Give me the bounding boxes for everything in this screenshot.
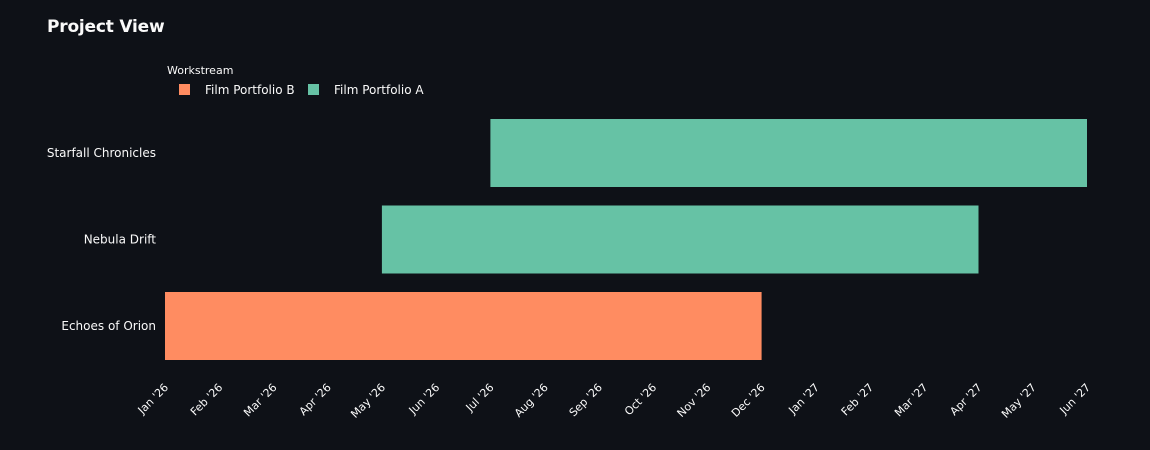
y-axis-label: Nebula Drift bbox=[84, 233, 157, 247]
x-tick-label: Nov '26 bbox=[675, 381, 714, 420]
legend-label[interactable]: Film Portfolio A bbox=[334, 83, 424, 97]
x-tick-label: Jan '26 bbox=[135, 381, 171, 417]
x-tick-label: Aug '26 bbox=[512, 381, 551, 420]
x-tick-label: Oct '26 bbox=[622, 381, 659, 418]
x-tick-label: Feb '27 bbox=[839, 381, 876, 418]
x-tick-label: Feb '26 bbox=[188, 381, 225, 418]
x-tick-label: Jun '27 bbox=[1057, 381, 1094, 418]
x-tick-label: Dec '26 bbox=[729, 381, 768, 420]
x-tick-label: May '26 bbox=[348, 381, 388, 421]
x-tick-label: May '27 bbox=[999, 381, 1039, 421]
x-tick-label: Jun '26 bbox=[406, 381, 443, 418]
legend-label[interactable]: Film Portfolio B bbox=[205, 83, 295, 97]
legend-swatch[interactable] bbox=[308, 84, 319, 95]
x-tick-label: Apr '26 bbox=[297, 381, 334, 418]
y-axis-label: Starfall Chronicles bbox=[47, 146, 156, 160]
x-tick-label: Mar '26 bbox=[241, 381, 279, 419]
x-axis-ticks: Jan '26 Feb '26 Mar '26 Apr '26 May '26 Jun '… bbox=[135, 381, 1093, 421]
x-tick-label: Sep '26 bbox=[567, 381, 605, 419]
legend: Workstream Film Portfolio B Film Portfoli… bbox=[167, 64, 424, 97]
x-tick-label: Jul '26 bbox=[463, 381, 497, 415]
x-tick-label: Jan '27 bbox=[786, 381, 822, 417]
gantt-bar[interactable] bbox=[381, 205, 979, 274]
x-tick-label: Mar '27 bbox=[892, 381, 930, 419]
y-axis-label: Echoes of Orion bbox=[61, 319, 156, 333]
page-title: Project View bbox=[47, 17, 165, 37]
gantt-bar[interactable] bbox=[165, 292, 762, 360]
bars-group bbox=[165, 119, 1087, 360]
gantt-bar[interactable] bbox=[490, 119, 1087, 187]
legend-title: Workstream bbox=[167, 64, 233, 77]
y-axis-labels: Starfall Chronicles Nebula Drift Echoes of… bbox=[47, 146, 156, 333]
x-tick-label: Apr '27 bbox=[947, 381, 984, 418]
legend-swatch[interactable] bbox=[179, 84, 190, 95]
